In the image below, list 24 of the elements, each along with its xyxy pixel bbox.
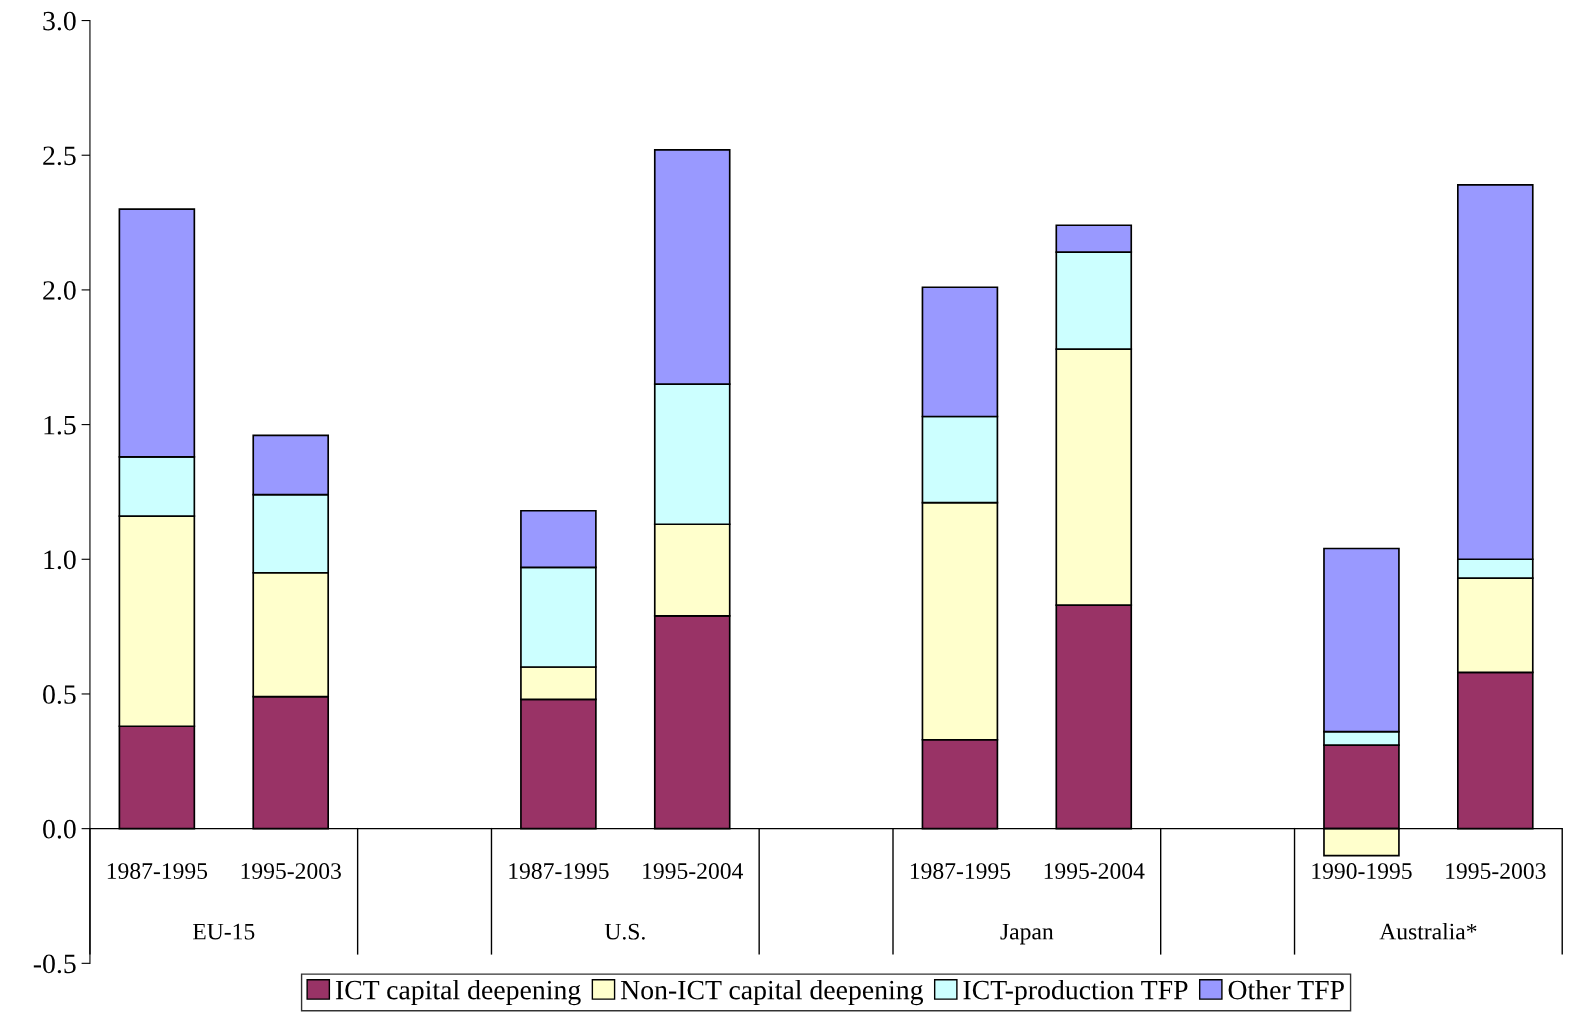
y-tick-label: 1.5 (44, 415, 76, 435)
legend-label: ICT capital deepening (335, 979, 581, 1006)
annotation: Japan (1000, 923, 1054, 945)
x-tick-label: 1990-1995 (1312, 863, 1412, 879)
y-tick-label: 3.0 (43, 11, 76, 31)
x-tick-label: 1995-2004 (1044, 863, 1145, 879)
legend-label: Other TFP (1228, 979, 1344, 1000)
x-tick-label: 1995-2004 (643, 863, 744, 879)
y-tick-label: 2.0 (43, 281, 76, 300)
x-tick-label: 1995-2003 (1446, 863, 1546, 879)
x-tick-label: 1987-1995 (910, 863, 1011, 879)
y-tick-label: 0.5 (43, 685, 76, 704)
x-tick-label: 1995-2003 (241, 863, 341, 879)
y-tick-label: 2.5 (43, 146, 76, 166)
y-tick-label: -0.5 (33, 954, 76, 974)
annotation: EU-15 (193, 923, 255, 940)
legend-label: ICT-production TFP (963, 979, 1188, 1006)
legend-label: Non-ICT capital deepening (620, 979, 924, 1006)
annotation: U.S. (604, 923, 645, 940)
x-tick-label: 1987-1995 (509, 863, 609, 879)
annotation: Australia* (1379, 922, 1477, 940)
x-tick-label: 1987-1995 (107, 863, 208, 879)
y-tick-label: 1.0 (44, 550, 76, 570)
y-tick-label: 0.0 (43, 819, 76, 839)
